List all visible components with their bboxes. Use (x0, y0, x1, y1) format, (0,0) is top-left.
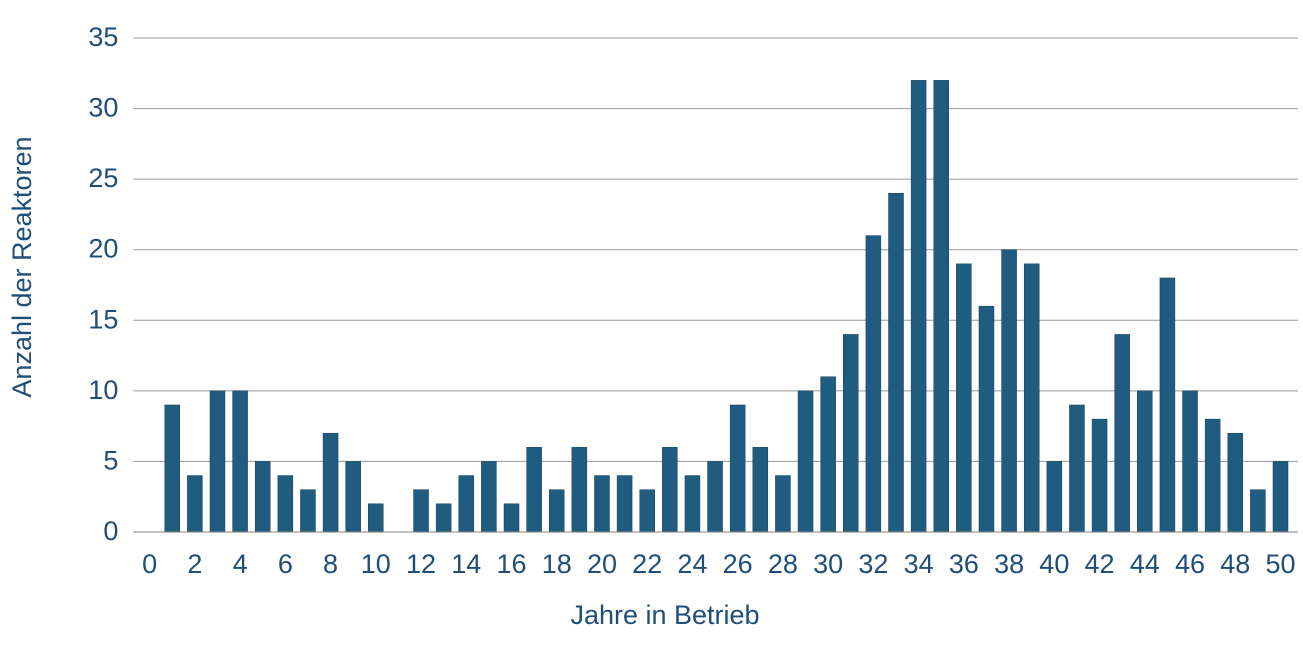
svg-text:0: 0 (142, 549, 157, 579)
svg-text:48: 48 (1220, 549, 1250, 579)
svg-text:38: 38 (994, 549, 1024, 579)
svg-text:6: 6 (278, 549, 293, 579)
svg-text:10: 10 (361, 549, 391, 579)
svg-text:30: 30 (813, 549, 843, 579)
svg-text:12: 12 (406, 549, 436, 579)
svg-text:15: 15 (88, 304, 118, 334)
svg-text:35: 35 (88, 22, 118, 52)
svg-text:16: 16 (496, 549, 526, 579)
svg-text:20: 20 (88, 234, 118, 264)
svg-text:2: 2 (187, 549, 202, 579)
svg-text:26: 26 (723, 549, 753, 579)
svg-text:40: 40 (1039, 549, 1069, 579)
svg-text:36: 36 (949, 549, 979, 579)
svg-text:0: 0 (103, 516, 118, 546)
svg-text:4: 4 (233, 549, 248, 579)
svg-text:46: 46 (1175, 549, 1205, 579)
svg-text:20: 20 (587, 549, 617, 579)
svg-text:18: 18 (542, 549, 572, 579)
svg-text:34: 34 (904, 549, 934, 579)
svg-text:5: 5 (103, 445, 118, 475)
svg-text:14: 14 (451, 549, 481, 579)
svg-text:10: 10 (88, 375, 118, 405)
svg-text:42: 42 (1085, 549, 1115, 579)
svg-text:22: 22 (632, 549, 662, 579)
svg-text:32: 32 (858, 549, 888, 579)
svg-text:25: 25 (88, 163, 118, 193)
svg-text:50: 50 (1265, 549, 1295, 579)
svg-text:8: 8 (323, 549, 338, 579)
svg-text:44: 44 (1130, 549, 1160, 579)
svg-text:30: 30 (88, 93, 118, 123)
svg-text:28: 28 (768, 549, 798, 579)
svg-text:24: 24 (677, 549, 707, 579)
